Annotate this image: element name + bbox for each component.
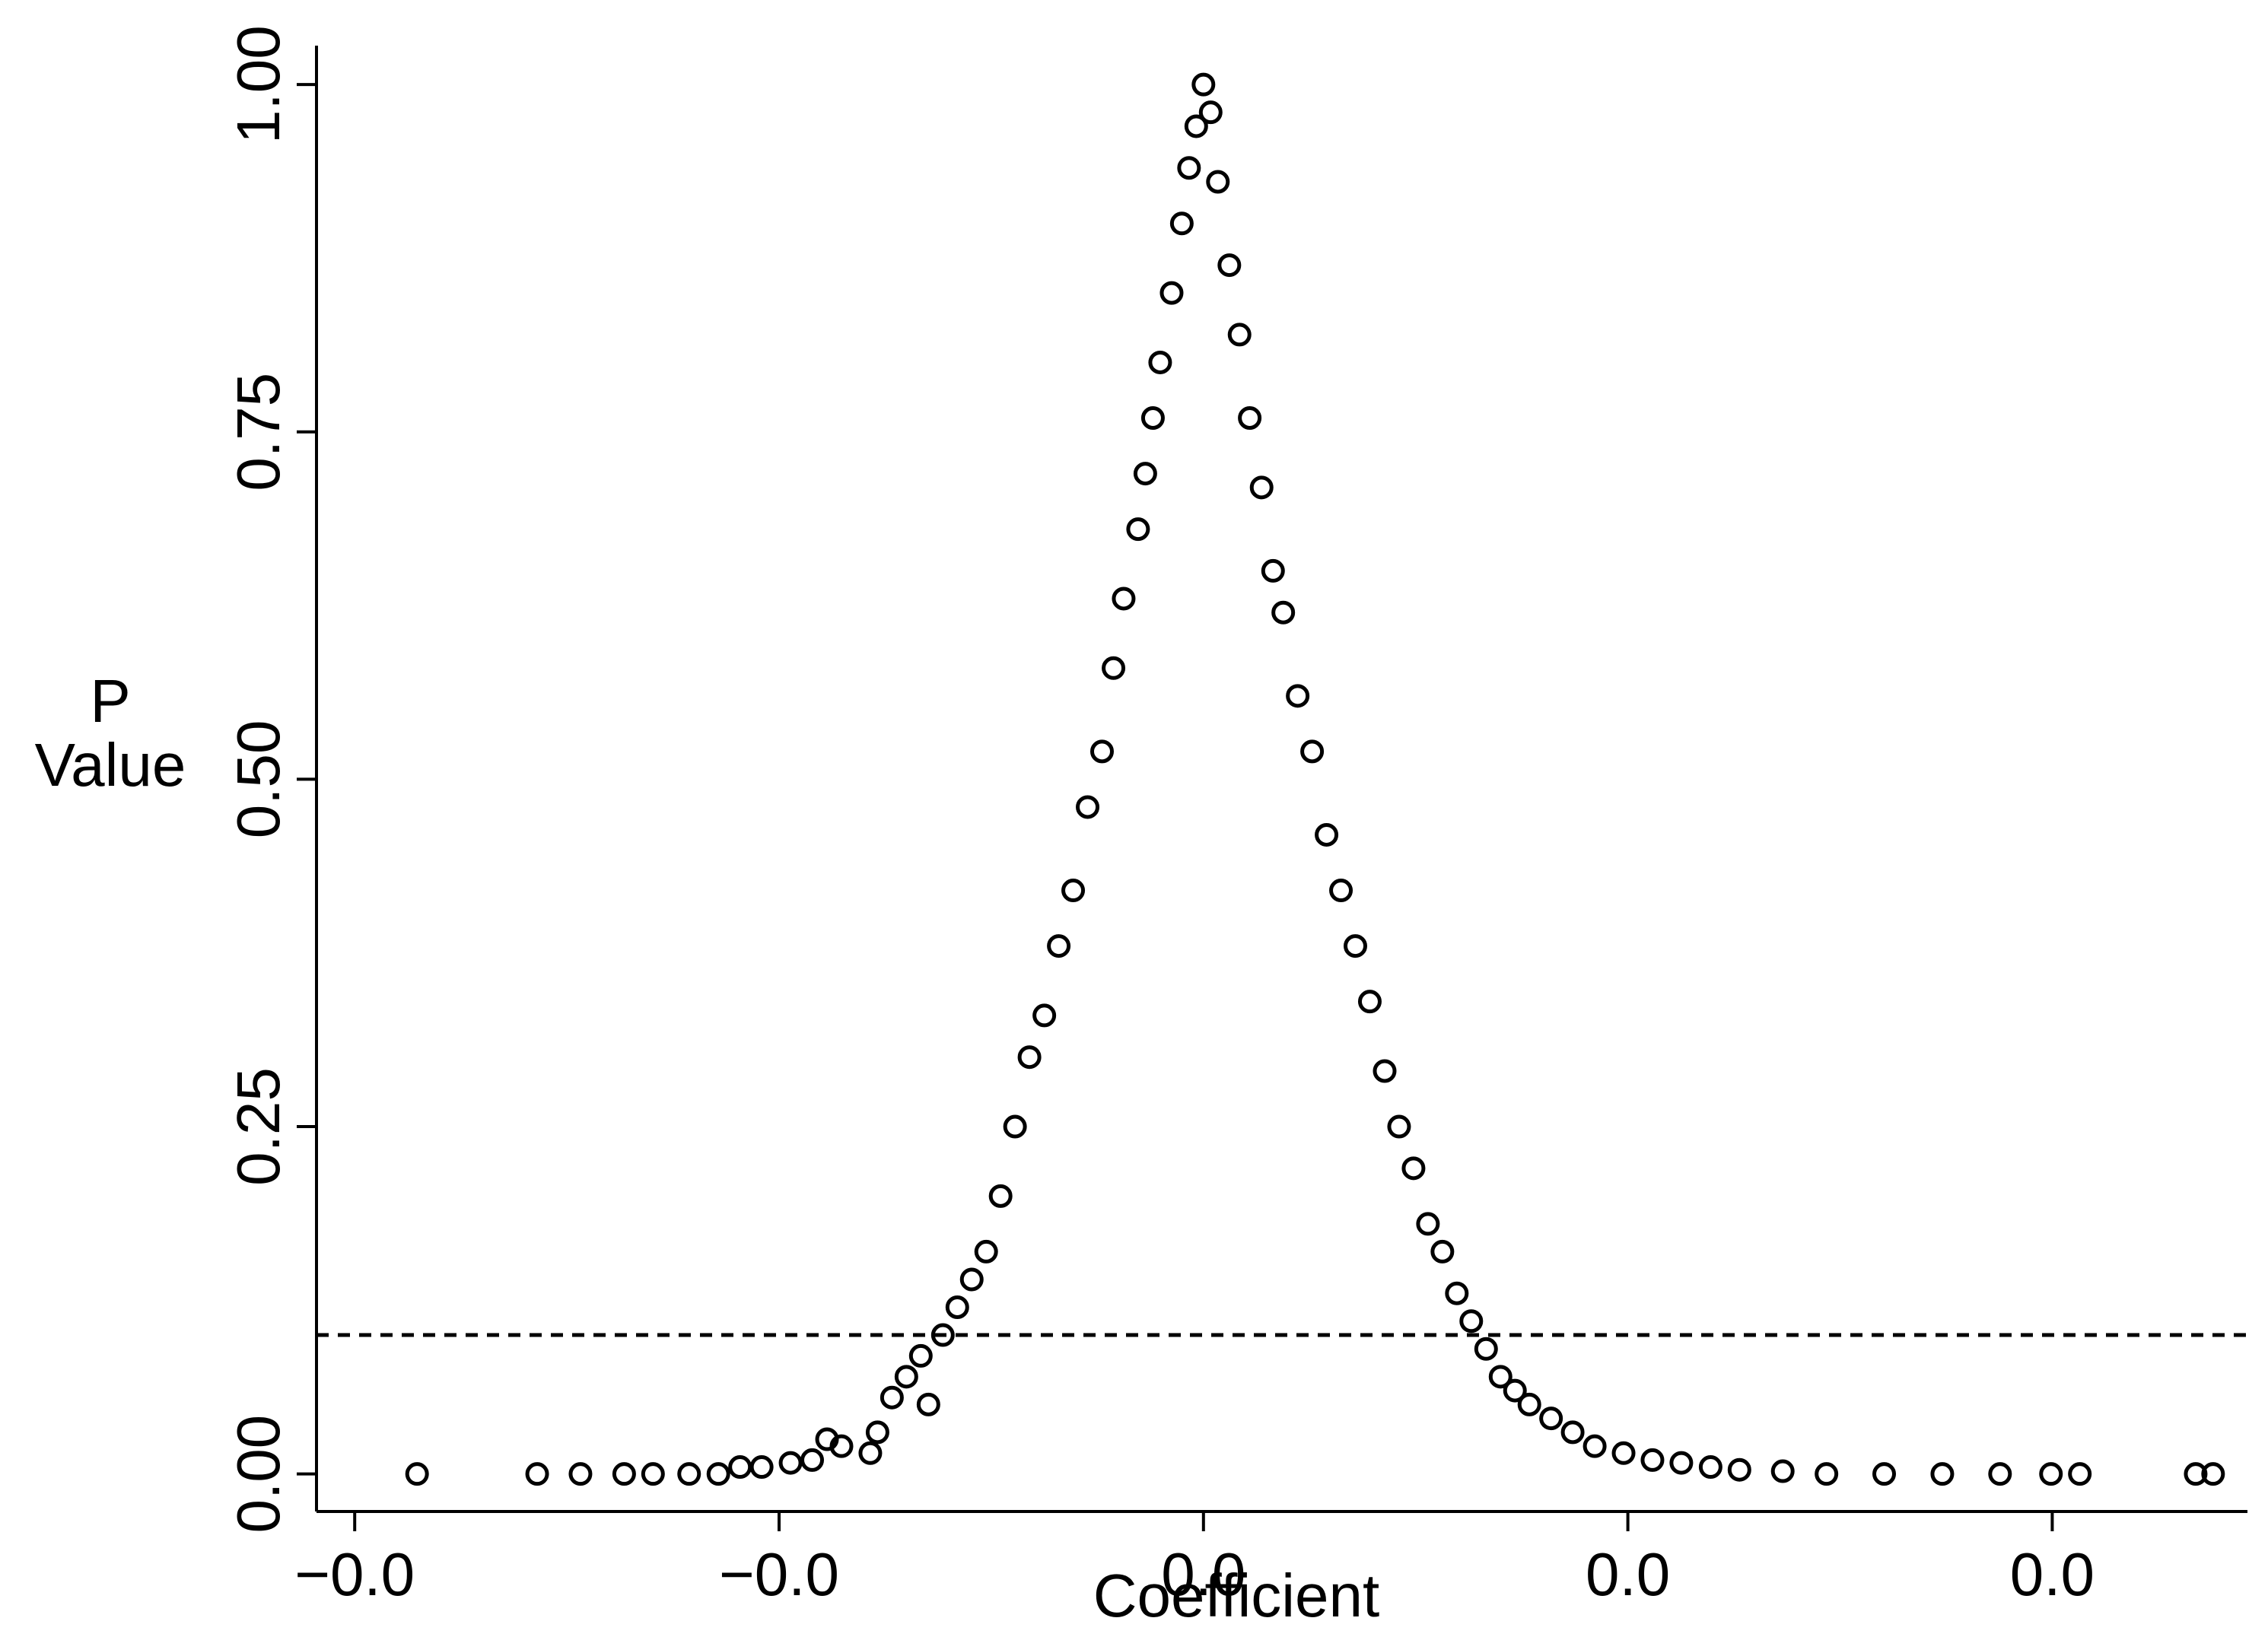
point	[1503, 1378, 1527, 1403]
point	[1445, 1281, 1469, 1305]
point	[1416, 1212, 1440, 1236]
point	[1329, 879, 1353, 903]
point	[1930, 1462, 1955, 1486]
x-tick-label: 0.0	[1586, 1540, 1670, 1608]
point	[1815, 1462, 1839, 1486]
point	[612, 1462, 636, 1486]
point	[974, 1239, 998, 1264]
point	[1560, 1420, 1585, 1445]
point	[1126, 517, 1150, 542]
point	[641, 1462, 665, 1486]
point	[1032, 1003, 1057, 1028]
point	[1206, 170, 1230, 194]
point	[1300, 739, 1325, 764]
point	[1539, 1407, 1563, 1431]
y-tick-label: 0.75	[224, 373, 292, 491]
point	[1249, 475, 1274, 500]
point	[1517, 1392, 1541, 1416]
point	[1261, 558, 1285, 583]
point	[1003, 1114, 1027, 1139]
point	[959, 1267, 984, 1292]
point	[2039, 1462, 2063, 1486]
point	[916, 1392, 940, 1416]
point	[1184, 114, 1208, 138]
point	[1640, 1448, 1665, 1472]
point	[1169, 211, 1194, 236]
point	[405, 1462, 429, 1486]
point	[1459, 1309, 1484, 1333]
point	[1133, 462, 1157, 486]
point	[677, 1462, 701, 1486]
point	[880, 1385, 904, 1410]
point	[1669, 1451, 1694, 1475]
x-tick-label: −0.0	[294, 1540, 415, 1608]
point	[1698, 1455, 1722, 1480]
point	[1017, 1045, 1042, 1070]
point	[1401, 1156, 1426, 1181]
point	[1140, 406, 1165, 431]
point	[1488, 1365, 1513, 1389]
point	[1611, 1441, 1636, 1465]
point	[1191, 72, 1216, 97]
point	[858, 1441, 883, 1465]
point	[1089, 739, 1114, 764]
point	[2184, 1462, 2208, 1486]
x-tick-label: 0.0	[2010, 1540, 2095, 1608]
point	[1474, 1337, 1498, 1361]
point	[894, 1365, 918, 1389]
point	[988, 1184, 1013, 1208]
point	[749, 1455, 774, 1480]
point	[1076, 795, 1100, 819]
point	[829, 1434, 854, 1458]
point	[1770, 1459, 1795, 1483]
y-tick-label: 1.00	[224, 25, 292, 144]
point	[1387, 1114, 1411, 1139]
point	[1198, 100, 1223, 125]
point	[908, 1343, 933, 1368]
point	[1112, 586, 1136, 611]
y-axis-title: P Value	[34, 667, 186, 799]
point	[1343, 934, 1367, 958]
point	[945, 1295, 969, 1319]
point	[1047, 934, 1071, 958]
y-tick-label: 0.50	[224, 720, 292, 839]
point	[1102, 656, 1126, 680]
y-tick-label: 0.00	[224, 1415, 292, 1534]
point	[1061, 879, 1086, 903]
point	[1988, 1462, 2012, 1486]
point	[1177, 156, 1201, 180]
point	[1227, 323, 1252, 347]
y-tick-label: 0.25	[224, 1067, 292, 1186]
point	[568, 1462, 593, 1486]
x-tick-label: −0.0	[719, 1540, 839, 1608]
point	[706, 1462, 730, 1486]
point	[1872, 1462, 1897, 1486]
point	[1238, 406, 1262, 431]
point	[1159, 281, 1184, 305]
x-tick-label: 0.0	[1161, 1540, 1245, 1608]
point	[1727, 1457, 1751, 1482]
point	[525, 1462, 549, 1486]
point	[1148, 350, 1172, 374]
point	[800, 1448, 825, 1472]
point	[2201, 1462, 2225, 1486]
point	[865, 1420, 889, 1445]
point	[1373, 1059, 1397, 1083]
point	[778, 1451, 803, 1475]
point	[1315, 822, 1339, 847]
point	[1430, 1239, 1455, 1264]
point	[1271, 600, 1296, 625]
point	[728, 1455, 752, 1480]
point	[2068, 1462, 2092, 1486]
point	[1583, 1434, 1607, 1458]
x-axis-title: Coefficient	[1093, 1562, 1380, 1629]
point	[1357, 990, 1382, 1014]
point	[1217, 253, 1242, 278]
point	[930, 1323, 955, 1347]
point	[1286, 684, 1310, 708]
